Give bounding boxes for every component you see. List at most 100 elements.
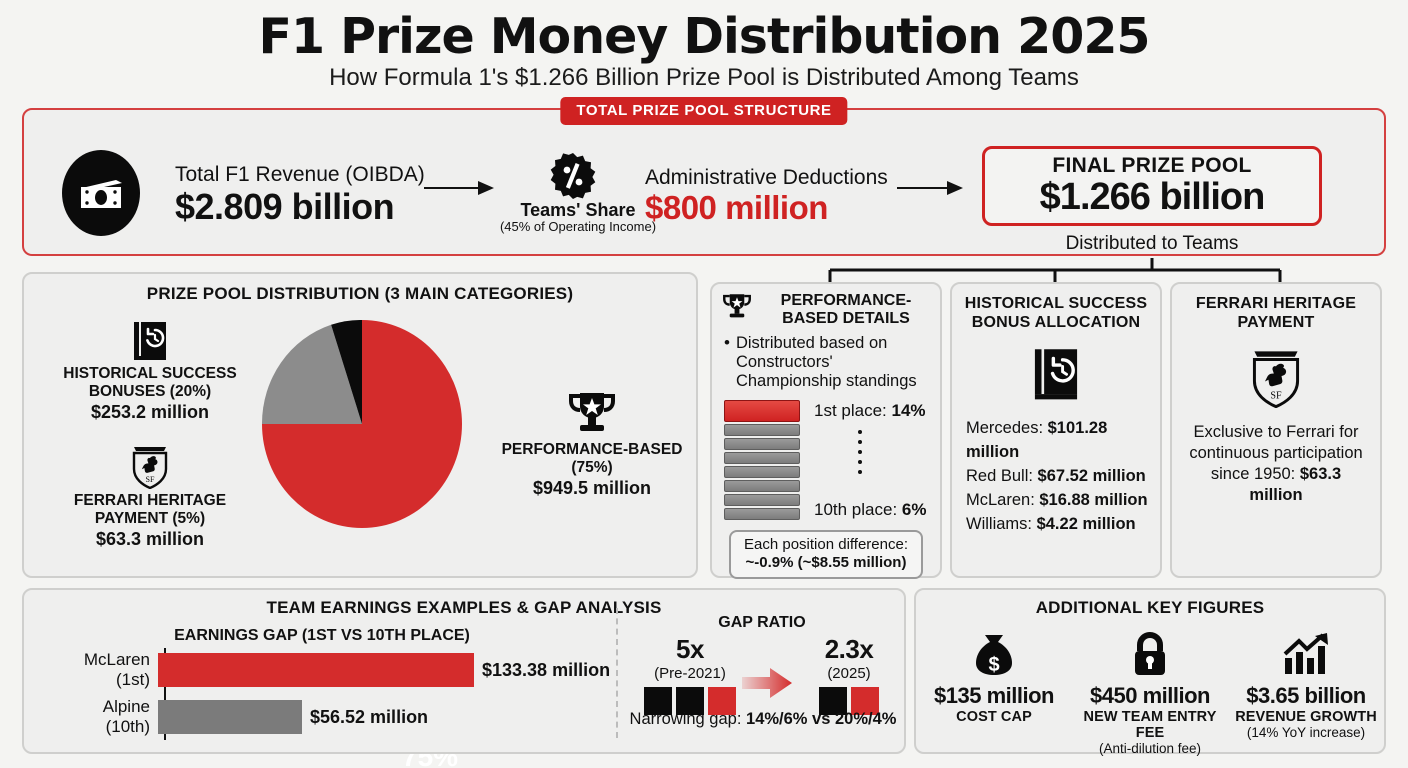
team-amount: $4.22 million — [1036, 515, 1136, 533]
performance-panel-title: PERFORMANCE-BASED DETAILS — [780, 292, 912, 327]
final-prize-pool-value: $1.266 billion — [1039, 175, 1266, 218]
teams-share-label: Teams' Share — [520, 200, 636, 220]
chart-axis — [164, 648, 166, 740]
earnings-chart-title: EARNINGS GAP (1ST VS 10TH PLACE) — [174, 627, 470, 644]
first-place-text: 1st place: — [814, 401, 892, 420]
gap-ratio-after-period: (2025) — [827, 665, 871, 682]
bar-label: McLaren (1st) — [83, 650, 150, 689]
team-name: Red Bull: — [966, 467, 1038, 485]
pie-panel-title: PRIZE POOL DISTRIBUTION (3 MAIN CATEGORI… — [146, 284, 574, 303]
key-figure-revenue-growth: $3.65 billion REVENUE GROWTH (14% YoY in… — [1231, 628, 1381, 740]
flow-arrow-2-icon — [897, 178, 965, 203]
lock-icon — [1075, 628, 1225, 682]
category-performance-value: $949.5 million — [532, 478, 652, 498]
gap-square-red — [851, 687, 879, 715]
narrowing-gap-note: Narrowing gap: 14%/6% vs 20%/4% — [622, 710, 904, 729]
percent-seal-icon — [549, 152, 597, 205]
category-performance-name: PERFORMANCE-BASED (75%) — [501, 441, 683, 476]
key-figure-value: $135 million — [934, 683, 1054, 708]
flow-arrow-1-icon — [424, 178, 496, 203]
bar-value: $133.38 million — [482, 659, 611, 680]
page-title: F1 Prize Money Distribution 2025 — [258, 8, 1150, 65]
position-bar-1st — [724, 400, 800, 422]
ferrari-heritage-payment-panel: FERRARI HERITAGE PAYMENT SF Exclusive to… — [1170, 282, 1382, 578]
list-item: Williams: $4.22 million — [966, 512, 1160, 536]
final-prize-pool-box: FINAL PRIZE POOL $1.266 billion — [982, 146, 1322, 226]
position-bar — [724, 466, 800, 478]
deduction-value: $800 million — [645, 189, 828, 226]
bar-label: Alpine (10th) — [102, 697, 150, 736]
money-icon — [62, 150, 140, 236]
team-name: Williams: — [966, 515, 1037, 533]
gap-ratio-before-period: (Pre-2021) — [654, 665, 726, 682]
key-figure-value: $450 million — [1090, 683, 1210, 708]
bar-row-mclaren: McLaren (1st) $133.38 million — [54, 650, 611, 689]
final-prize-pool-sublabel: Distributed to Teams — [1065, 233, 1239, 254]
position-difference-line1: Each position difference: — [744, 536, 908, 553]
team-amount: $101.28 million — [966, 419, 1108, 461]
earnings-panel-title: TEAM EARNINGS EXAMPLES & GAP ANALYSIS — [266, 598, 662, 617]
position-bars-chart: 1st place: 14% 10th place: 6% — [724, 400, 940, 520]
ellipsis-dots-icon — [858, 430, 862, 474]
key-figure-sub: (14% YoY increase) — [1246, 725, 1366, 740]
historical-team-list: Mercedes: $101.28 million Red Bull: $67.… — [952, 416, 1160, 536]
performance-bullet: • Distributed based on Constructors' Cha… — [712, 328, 940, 391]
history-book-icon — [952, 344, 1160, 402]
performance-panel-header: PERFORMANCE-BASED DETAILS — [712, 284, 940, 328]
position-bar — [724, 452, 800, 464]
structure-badge: TOTAL PRIZE POOL STRUCTURE — [560, 97, 848, 125]
position-bar — [724, 424, 800, 436]
bar-row-alpine: Alpine (10th) $56.52 million — [54, 697, 428, 736]
gap-ratio-before: 5x (Pre-2021) — [634, 634, 746, 715]
key-figure-label: REVENUE GROWTH — [1235, 709, 1377, 725]
narrowing-gap-prefix: Narrowing gap: — [629, 710, 747, 728]
page-subtitle: How Formula 1's $1.266 Billion Prize Poo… — [329, 64, 1079, 91]
team-name: McLaren: — [966, 491, 1040, 509]
first-place-label: 1st place: 14% — [814, 401, 926, 421]
bar-fill-alpine — [158, 700, 302, 734]
revenue-label: Total F1 Revenue (OIBDA) — [175, 163, 425, 186]
final-prize-pool-title: FINAL PRIZE POOL — [1052, 153, 1252, 177]
key-figure-label: COST CAP — [956, 709, 1032, 725]
gap-ratio-title: GAP RATIO — [718, 614, 806, 631]
keys-panel-title: ADDITIONAL KEY FIGURES — [1035, 598, 1265, 617]
category-ferrari-value: $63.3 million — [95, 529, 205, 549]
position-difference-line2: ~-0.9% (~$8.55 million) — [745, 554, 907, 571]
money-bag-icon: $ — [919, 628, 1069, 682]
ferrari-description-text: Exclusive to Ferrari for continuous part… — [1189, 423, 1363, 483]
gap-ratio-after: 2.3x (2025) — [794, 634, 904, 715]
gap-squares-after — [794, 687, 904, 715]
position-bar — [724, 438, 800, 450]
category-historical-success: HISTORICAL SUCCESS BONUSES (20%) $253.2 … — [44, 318, 256, 423]
list-item: Mercedes: $101.28 million — [966, 416, 1160, 464]
key-figures-list: $ $135 million COST CAP $450 million — [916, 628, 1384, 756]
teams-share-sublabel: (45% of Operating Income) — [499, 219, 657, 234]
position-bars-labels: 1st place: 14% 10th place: 6% — [810, 400, 940, 520]
team-amount: $16.88 million — [1039, 491, 1148, 509]
gap-square-black — [644, 687, 672, 715]
pie-chart — [261, 319, 462, 533]
category-historical-value: $253.2 million — [90, 402, 210, 422]
list-item: Red Bull: $67.52 million — [966, 464, 1160, 488]
gap-square-black — [819, 687, 847, 715]
svg-text:SF: SF — [1270, 391, 1282, 402]
team-name: Mercedes: — [966, 419, 1048, 437]
ferrari-shield-icon: SF — [44, 443, 256, 489]
panel-divider — [616, 608, 618, 738]
banknote-glyph — [81, 180, 122, 208]
gap-transition-arrow-icon — [742, 666, 792, 705]
first-place-value: 14% — [891, 401, 926, 420]
distribution-connector — [820, 258, 1290, 289]
key-figure-value: $3.65 billion — [1246, 683, 1366, 708]
trophy-small-icon — [720, 292, 754, 327]
revenue-value: $2.809 billion — [175, 186, 395, 227]
key-figure-label: NEW TEAM ENTRY FEE — [1083, 709, 1217, 741]
category-historical-name: HISTORICAL SUCCESS BONUSES (20%) — [63, 365, 237, 400]
gap-square-black — [676, 687, 704, 715]
last-place-label: 10th place: 6% — [814, 500, 926, 520]
bar-fill-mclaren — [158, 653, 474, 687]
ferrari-description: Exclusive to Ferrari for continuous part… — [1172, 422, 1380, 506]
last-place-value: 6% — [901, 500, 927, 519]
svg-text:$: $ — [988, 654, 999, 676]
